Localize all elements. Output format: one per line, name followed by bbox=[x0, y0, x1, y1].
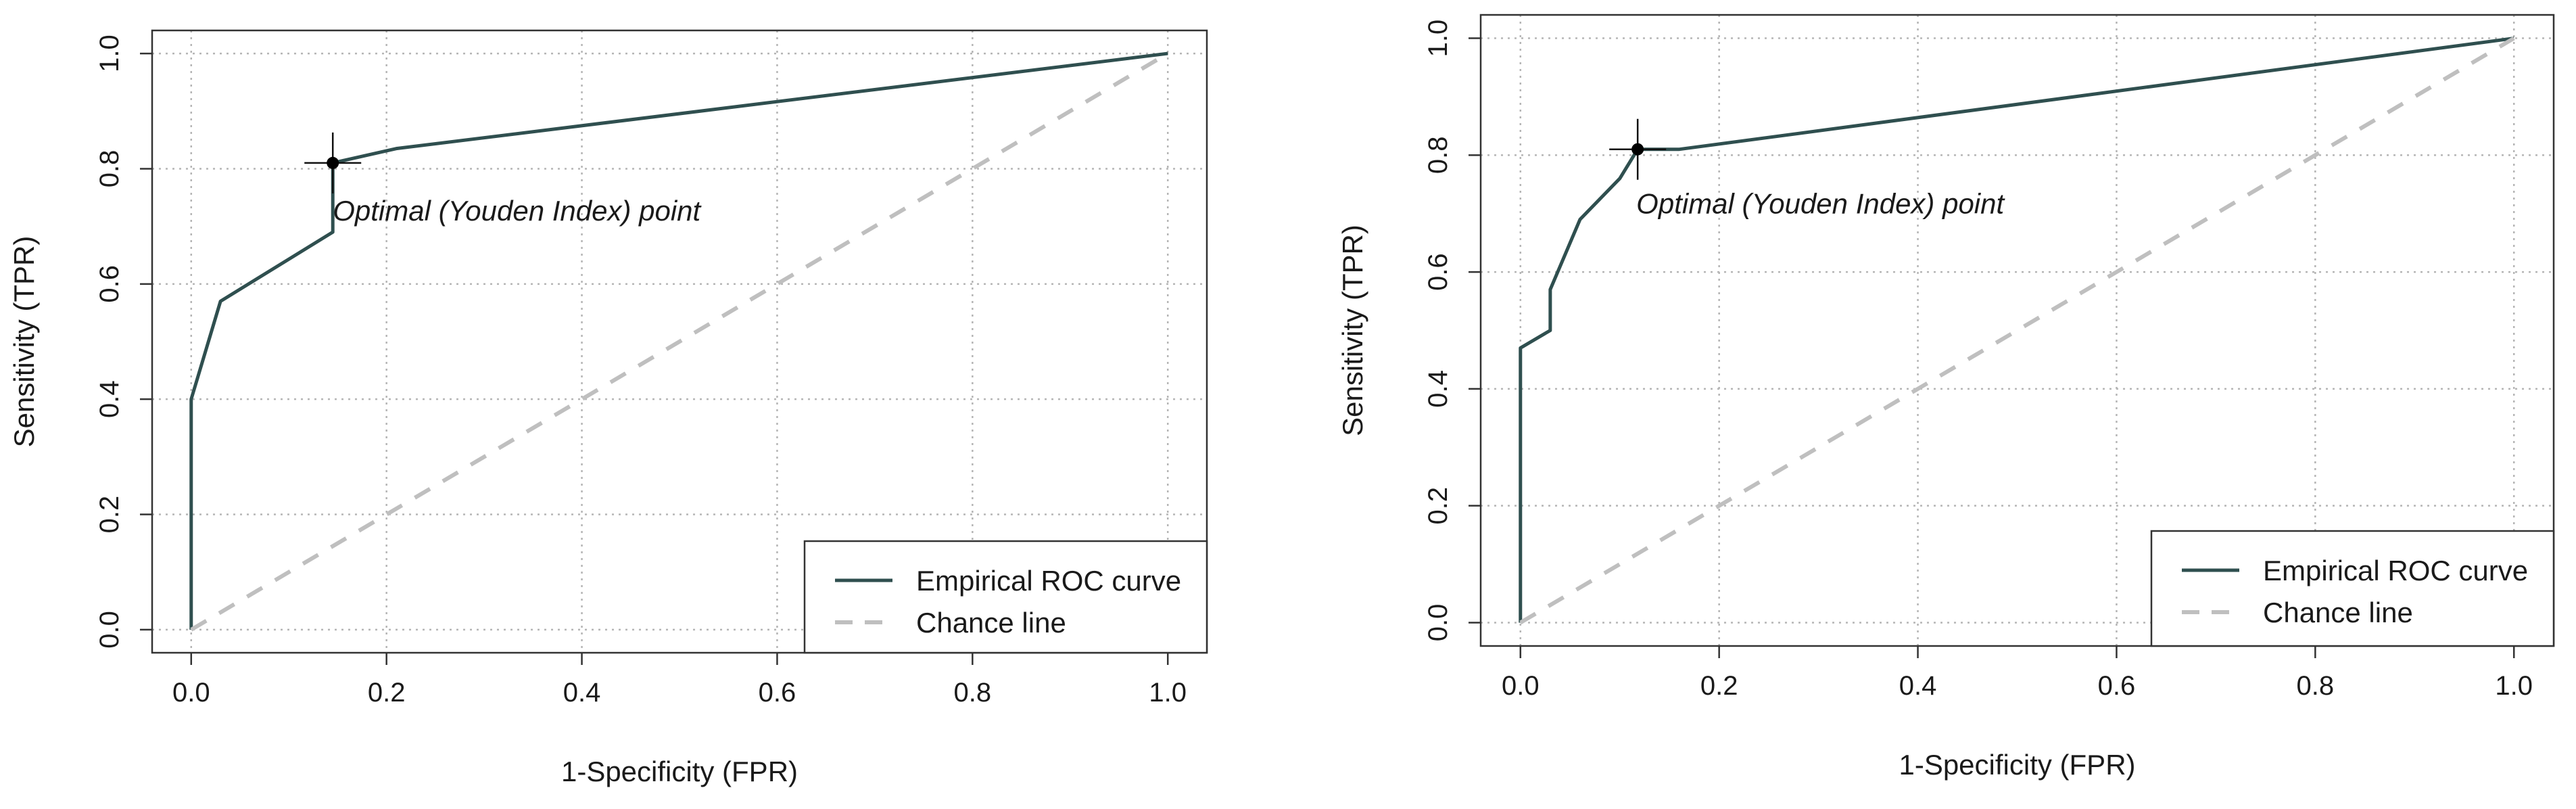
x-tick-label: 0.8 bbox=[954, 678, 992, 708]
roc-chart-right: Optimal (Youden Index) point 0.0 0.2 0.4 0.6… bbox=[1288, 0, 2576, 809]
legend-label-roc: Empirical ROC curve bbox=[2263, 555, 2528, 586]
x-tick-label: 0.2 bbox=[368, 678, 406, 708]
legend-box bbox=[803, 540, 1208, 654]
x-tick-label: 0.2 bbox=[1700, 671, 1738, 701]
y-tick-label: 0.0 bbox=[95, 611, 124, 649]
y-tick-label: 0.6 bbox=[95, 265, 124, 303]
x-tick-label: 0.0 bbox=[172, 678, 210, 708]
x-tick-label: 0.6 bbox=[759, 678, 796, 708]
optimal-point bbox=[327, 156, 339, 169]
plot-frame bbox=[151, 29, 1208, 654]
legend-label-chance: Chance line bbox=[916, 607, 1066, 639]
x-tick-label: 1.0 bbox=[2495, 671, 2533, 701]
y-tick-label: 1.0 bbox=[1423, 20, 1453, 57]
legend-label-roc: Empirical ROC curve bbox=[916, 565, 1181, 597]
x-axis-title: 1-Specificity (FPR) bbox=[1899, 749, 2135, 781]
y-tick-label: 1.0 bbox=[95, 34, 124, 72]
y-tick-label: 0.8 bbox=[1423, 137, 1453, 175]
x-tick-label: 1.0 bbox=[1149, 678, 1187, 708]
legend-box bbox=[2150, 530, 2555, 647]
roc-chart-left: Optimal (Youden Index) point 0.0 0.2 0.4 0.6… bbox=[8, 29, 1208, 787]
x-tick-label: 0.8 bbox=[2297, 671, 2335, 701]
y-tick-label: 0.4 bbox=[1423, 370, 1453, 408]
y-tick-label: 0.2 bbox=[95, 496, 124, 534]
plot-frame bbox=[1479, 14, 2555, 647]
legend: Empirical ROC curve Chance line bbox=[803, 540, 1208, 654]
y-tick-label: 0.0 bbox=[1423, 604, 1453, 642]
y-axis-title: Sensitivity (TPR) bbox=[8, 236, 40, 448]
roc-plot-right: Optimal (Youden Index) point 0.0 0.2 0.4 0.6… bbox=[1337, 14, 2555, 781]
x-axis-title: 1-Specificity (FPR) bbox=[561, 756, 798, 787]
y-tick-label: 0.6 bbox=[1423, 253, 1453, 291]
y-tick-label: 0.8 bbox=[95, 150, 124, 188]
x-tick-label: 0.6 bbox=[2098, 671, 2136, 701]
y-tick-label: 0.4 bbox=[95, 380, 124, 418]
legend-label-chance: Chance line bbox=[2263, 597, 2413, 628]
roc-curve bbox=[189, 51, 1168, 630]
optimal-point-label: Optimal (Youden Index) point bbox=[1636, 188, 2005, 220]
legend: Empirical ROC curve Chance line bbox=[2150, 530, 2555, 647]
chance-line bbox=[190, 51, 1169, 632]
optimal-point-label: Optimal (Youden Index) point bbox=[333, 195, 702, 227]
x-tick-label: 0.0 bbox=[1502, 671, 1540, 701]
grid bbox=[152, 30, 1207, 653]
optimal-point bbox=[1631, 143, 1644, 156]
y-tick-label: 0.2 bbox=[1423, 487, 1453, 525]
y-axis-title: Sensitivity (TPR) bbox=[1337, 225, 1368, 436]
x-tick-label: 0.4 bbox=[563, 678, 601, 708]
roc-plot-left: Optimal (Youden Index) point 0.0 0.2 0.4 0.6… bbox=[8, 29, 1208, 787]
x-tick-label: 0.4 bbox=[1899, 671, 1937, 701]
